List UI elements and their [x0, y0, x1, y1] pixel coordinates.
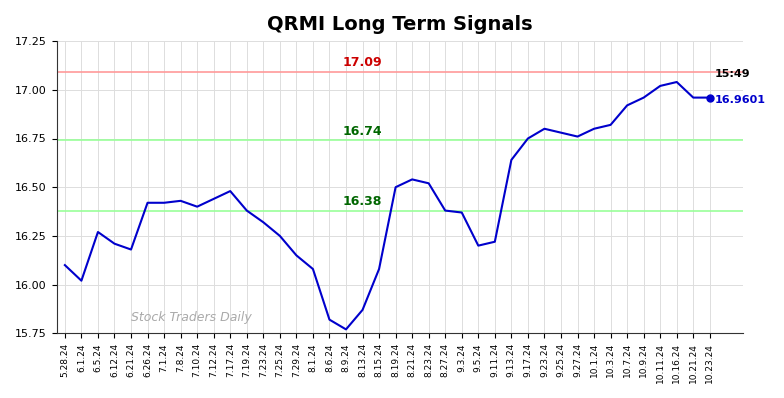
Text: 16.38: 16.38 — [343, 195, 383, 208]
Text: 17.09: 17.09 — [343, 57, 383, 69]
Text: Stock Traders Daily: Stock Traders Daily — [131, 311, 252, 324]
Text: 15:49: 15:49 — [715, 69, 750, 79]
Title: QRMI Long Term Signals: QRMI Long Term Signals — [267, 15, 532, 34]
Text: 16.9601: 16.9601 — [715, 95, 766, 105]
Text: 16.74: 16.74 — [343, 125, 383, 138]
